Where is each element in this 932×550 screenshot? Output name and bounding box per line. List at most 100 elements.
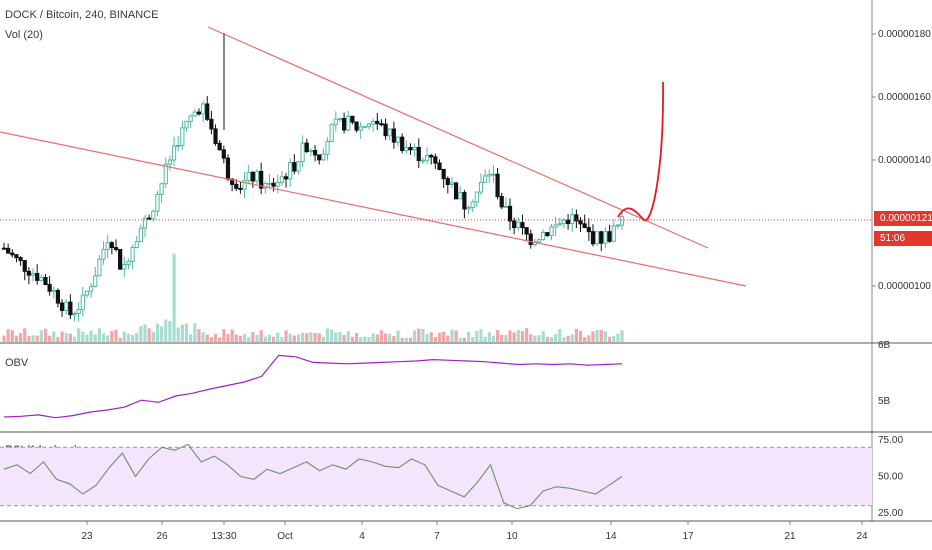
candle-body bbox=[221, 149, 226, 159]
candle-body bbox=[234, 183, 239, 189]
volume-bar bbox=[238, 335, 243, 342]
volume-bar bbox=[533, 335, 537, 342]
volume-bar bbox=[201, 332, 205, 342]
candle-body bbox=[607, 231, 612, 242]
candle-body bbox=[603, 231, 608, 244]
candle-body bbox=[491, 173, 496, 176]
rsi-line bbox=[3, 443, 623, 510]
candle-body bbox=[72, 312, 77, 316]
candle-body bbox=[163, 163, 168, 185]
candle-body bbox=[155, 193, 160, 212]
volume-bar bbox=[400, 337, 404, 342]
volume-bar bbox=[500, 334, 504, 342]
symbol-title: DOCK / Bitcoin, 240, BINANCE bbox=[5, 9, 159, 21]
volume-bar bbox=[587, 335, 591, 342]
volume-bar bbox=[354, 333, 359, 342]
volume-bar bbox=[562, 337, 566, 342]
candle-body bbox=[395, 136, 401, 143]
volume-bar bbox=[135, 332, 139, 342]
candle-body bbox=[271, 182, 276, 187]
candle-body bbox=[109, 242, 114, 249]
candle-body bbox=[18, 257, 23, 262]
candle-body bbox=[561, 219, 567, 225]
candle-body bbox=[238, 187, 243, 190]
time-tick-label: 7 bbox=[434, 531, 440, 542]
candle-body bbox=[408, 147, 413, 151]
volume-bar bbox=[483, 336, 487, 342]
candle-body bbox=[458, 192, 463, 200]
volume-bar bbox=[591, 331, 595, 342]
volume-bar bbox=[491, 335, 496, 342]
candle-body bbox=[14, 254, 19, 259]
candle-body bbox=[366, 123, 372, 128]
volume-bar bbox=[325, 328, 330, 342]
volume-bar bbox=[446, 335, 450, 342]
candle-body bbox=[391, 128, 396, 143]
candle-body bbox=[445, 178, 450, 185]
candle-body bbox=[449, 182, 455, 185]
candle-body bbox=[113, 247, 119, 250]
volume-bar bbox=[404, 337, 408, 342]
candle-body bbox=[416, 146, 421, 162]
candle-body bbox=[138, 227, 143, 243]
volume-bar bbox=[143, 324, 147, 342]
candle-body bbox=[267, 182, 272, 185]
volume-bar bbox=[363, 336, 367, 342]
volume-bar bbox=[106, 335, 110, 342]
volume-bar bbox=[267, 334, 272, 342]
volume-bar bbox=[433, 337, 437, 342]
candle-body bbox=[495, 173, 500, 198]
candle-body bbox=[101, 248, 106, 260]
candle-body bbox=[89, 286, 94, 292]
candle-body bbox=[142, 217, 148, 229]
candle-body bbox=[541, 232, 546, 241]
candle-body bbox=[225, 157, 231, 180]
candle-body bbox=[308, 149, 314, 153]
candle-body bbox=[283, 176, 289, 180]
candle-body bbox=[126, 260, 131, 266]
projection-curve bbox=[617, 81, 664, 222]
volume-bar bbox=[558, 328, 562, 342]
candle-body bbox=[151, 210, 156, 220]
candle-body bbox=[22, 260, 27, 272]
volume-bar bbox=[259, 330, 263, 342]
volume-bar bbox=[114, 329, 118, 342]
volume-bar bbox=[346, 331, 350, 342]
candle-body bbox=[176, 144, 181, 147]
candle-body bbox=[470, 201, 475, 208]
candle-body bbox=[574, 214, 579, 222]
candle-body bbox=[362, 126, 367, 129]
candle-body bbox=[412, 146, 417, 151]
volume-bar bbox=[330, 329, 334, 342]
volume-bar bbox=[529, 334, 533, 342]
volume-bar bbox=[545, 337, 549, 342]
volume-bar bbox=[525, 328, 529, 342]
volume-bar bbox=[383, 333, 388, 342]
candle-body bbox=[242, 179, 247, 190]
candle-body bbox=[312, 149, 318, 156]
volume-bar bbox=[388, 333, 392, 342]
obv-line bbox=[3, 354, 623, 419]
candle-body bbox=[337, 118, 343, 121]
volume-bar bbox=[193, 323, 197, 342]
volume-bar bbox=[458, 337, 462, 342]
volume-bar bbox=[495, 330, 500, 342]
volume-bar bbox=[392, 335, 396, 342]
volume-bar bbox=[342, 335, 346, 342]
volume-bar bbox=[172, 253, 176, 342]
candle-body bbox=[147, 217, 152, 220]
volume-bar bbox=[10, 330, 14, 342]
volume-bar bbox=[60, 331, 64, 342]
volume-bar bbox=[359, 337, 363, 342]
volume-bar bbox=[85, 334, 89, 342]
volume-bar bbox=[81, 331, 85, 342]
volume-bar bbox=[607, 336, 612, 342]
volume-bar bbox=[68, 333, 72, 342]
candle-body bbox=[55, 289, 61, 304]
candle-body bbox=[483, 175, 488, 183]
candle-body bbox=[288, 162, 293, 180]
volume-bar bbox=[39, 330, 43, 342]
candle-body bbox=[536, 239, 542, 243]
volume-bar bbox=[504, 334, 508, 342]
